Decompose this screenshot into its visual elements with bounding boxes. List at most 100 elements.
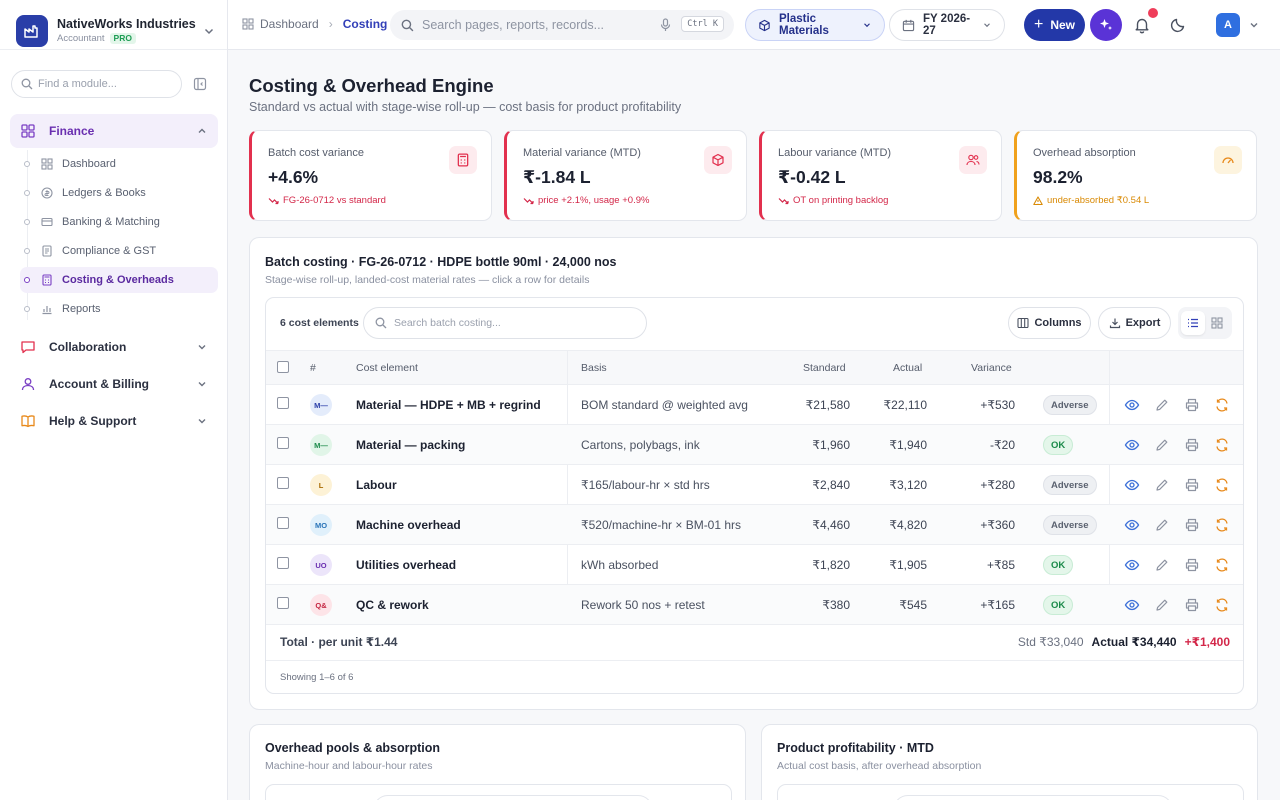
page-title: Costing & Overhead Engine	[249, 75, 494, 96]
table-row[interactable]: M— Material — HDPE + MB + regrind BOM st…	[266, 385, 1243, 425]
printer-icon[interactable]	[1184, 517, 1200, 533]
printer-icon[interactable]	[1184, 437, 1200, 453]
eye-icon[interactable]	[1124, 557, 1140, 573]
table-row[interactable]: UO Utilities overhead kWh absorbed ₹1,82…	[266, 545, 1243, 585]
list-icon	[1188, 318, 1198, 328]
sidebar-item-reports[interactable]: Reports	[20, 296, 218, 322]
select-all-checkbox[interactable]	[277, 361, 289, 373]
layout-icon	[242, 18, 254, 30]
global-search[interactable]: Ctrl K	[390, 10, 734, 40]
table-row[interactable]: L Labour ₹165/labour-hr × std hrs ₹2,840…	[266, 465, 1243, 505]
pencil-icon[interactable]	[1154, 437, 1170, 453]
row-checkbox[interactable]	[277, 437, 289, 449]
table-row[interactable]: MO Machine overhead ₹520/machine-hr × BM…	[266, 505, 1243, 545]
trend-down-icon	[523, 197, 534, 204]
pencil-icon[interactable]	[1154, 477, 1170, 493]
eye-icon[interactable]	[1124, 597, 1140, 613]
column-header-actual[interactable]: Actual	[893, 362, 923, 374]
bell-icon[interactable]	[1133, 16, 1151, 34]
pencil-icon[interactable]	[1154, 597, 1170, 613]
view-toggle	[1178, 307, 1232, 339]
kpi-label: Overhead absorption	[1033, 147, 1136, 159]
new-button[interactable]: + New	[1024, 9, 1085, 41]
printer-icon[interactable]	[1184, 397, 1200, 413]
printer-icon[interactable]	[1184, 477, 1200, 493]
breadcrumb-dashboard[interactable]: Dashboard	[260, 17, 319, 31]
table-header: # Cost element Basis Standard Actual Var…	[266, 350, 1243, 385]
row-checkbox[interactable]	[277, 597, 289, 609]
element-tag: M—	[310, 394, 332, 416]
pencil-icon[interactable]	[1154, 557, 1170, 573]
refresh-icon[interactable]	[1214, 557, 1230, 573]
sidebar-item-ledgers[interactable]: Ledgers & Books	[20, 180, 218, 206]
refresh-icon[interactable]	[1214, 477, 1230, 493]
sparkle-icon	[1100, 19, 1112, 30]
pencil-icon[interactable]	[1154, 397, 1170, 413]
pencil-icon[interactable]	[1154, 517, 1170, 533]
module-search-input[interactable]	[38, 78, 168, 90]
eye-icon[interactable]	[1124, 477, 1140, 493]
sidebar-group-collaboration[interactable]: Collaboration	[10, 330, 218, 364]
sidebar-item-label: Ledgers & Books	[62, 187, 146, 199]
printer-icon[interactable]	[1184, 597, 1200, 613]
ai-assistant-button[interactable]	[1090, 9, 1122, 41]
printer-icon[interactable]	[1184, 557, 1200, 573]
column-header-basis[interactable]: Basis	[581, 362, 607, 374]
book-icon	[21, 415, 35, 428]
row-checkbox[interactable]	[277, 397, 289, 409]
sidebar-item-label: Reports	[62, 303, 101, 315]
list-view-button[interactable]	[1181, 311, 1205, 335]
variance: +₹360	[980, 518, 1015, 532]
table-search-input[interactable]	[394, 317, 624, 329]
chevron-down-icon	[204, 28, 214, 35]
table-toolbar: 6 cost elements Columns Export	[266, 298, 1243, 350]
card-title: Batch costing · FG-26-0712 · HDPE bottle…	[265, 255, 617, 269]
bullet-icon	[24, 277, 30, 283]
table-row[interactable]: Q& QC & rework Rework 50 nos + retest ₹3…	[266, 585, 1243, 625]
material-selector[interactable]: Plastic Materials	[745, 9, 885, 41]
table-search[interactable]	[363, 307, 647, 339]
element-tag: Q&	[310, 594, 332, 616]
sidebar-group-help-support[interactable]: Help & Support	[10, 404, 218, 438]
table-search[interactable]	[373, 795, 653, 800]
microphone-icon[interactable]	[659, 18, 672, 32]
chevron-down-icon[interactable]	[1248, 19, 1260, 31]
variance: +₹165	[980, 598, 1015, 612]
table-search[interactable]	[893, 795, 1173, 800]
column-header-standard[interactable]: Standard	[803, 362, 846, 374]
grid-view-button[interactable]	[1205, 311, 1229, 335]
sidebar-item-dashboard[interactable]: Dashboard	[20, 151, 218, 177]
element-tag: MO	[310, 514, 332, 536]
kpi-note: FG-26-0712 vs standard	[283, 195, 386, 206]
module-search[interactable]	[11, 70, 182, 98]
sidebar-item-banking[interactable]: Banking & Matching	[20, 209, 218, 235]
avatar[interactable]: A	[1216, 13, 1240, 37]
row-checkbox[interactable]	[277, 557, 289, 569]
standard-cost: ₹2,840	[812, 478, 850, 492]
refresh-icon[interactable]	[1214, 437, 1230, 453]
eye-icon[interactable]	[1124, 517, 1140, 533]
columns-button[interactable]: Columns	[1008, 307, 1091, 339]
row-checkbox[interactable]	[277, 477, 289, 489]
export-button[interactable]: Export	[1098, 307, 1171, 339]
global-search-input[interactable]	[422, 18, 652, 32]
element-tag: L	[310, 474, 332, 496]
eye-icon[interactable]	[1124, 437, 1140, 453]
moon-icon[interactable]	[1169, 16, 1187, 34]
fiscal-year-selector[interactable]: FY 2026-27	[889, 9, 1005, 41]
row-checkbox[interactable]	[277, 517, 289, 529]
column-header-element[interactable]: Cost element	[356, 362, 418, 374]
table-row[interactable]: M— Material — packing Cartons, polybags,…	[266, 425, 1243, 465]
refresh-icon[interactable]	[1214, 397, 1230, 413]
sidebar-item-compliance[interactable]: Compliance & GST	[20, 238, 218, 264]
column-header-variance[interactable]: Variance	[971, 362, 1012, 374]
sidebar-group-finance[interactable]: Finance	[10, 114, 218, 148]
sidebar-item-costing[interactable]: Costing & Overheads	[20, 267, 218, 293]
sidebar-collapse-icon[interactable]	[193, 77, 207, 91]
sidebar-group-account-billing[interactable]: Account & Billing	[10, 367, 218, 401]
org-switcher[interactable]: NativeWorks Industries Accountant PRO	[16, 13, 216, 49]
eye-icon[interactable]	[1124, 397, 1140, 413]
refresh-icon[interactable]	[1214, 517, 1230, 533]
refresh-icon[interactable]	[1214, 597, 1230, 613]
bullet-icon	[24, 248, 30, 254]
